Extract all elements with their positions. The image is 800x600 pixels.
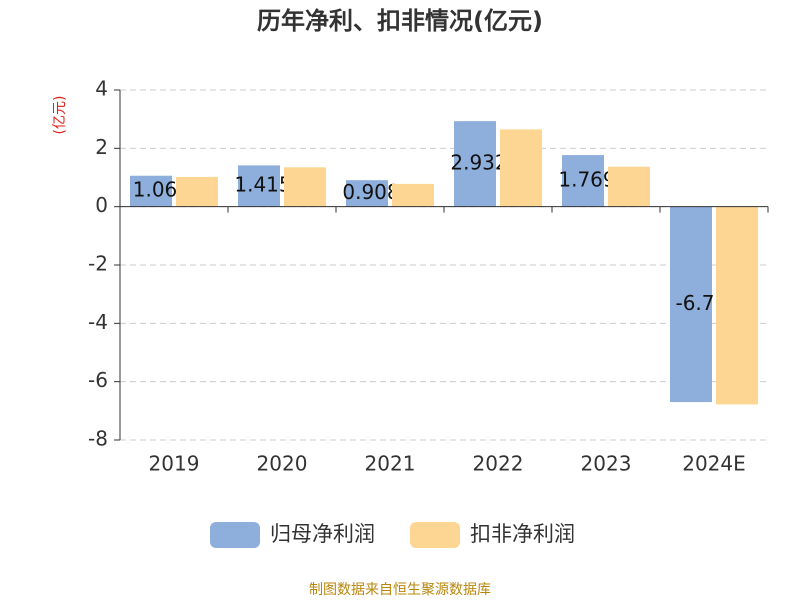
bar — [392, 183, 434, 207]
value-label: 1.769 — [558, 167, 615, 191]
value-label: -6.7 — [675, 291, 714, 315]
x-tick-label: 2020 — [257, 452, 308, 476]
y-tick-label: 2 — [95, 135, 108, 159]
legend-swatch — [210, 522, 260, 548]
legend-label: 扣非净利润 — [470, 522, 575, 546]
legend-label: 归母净利润 — [270, 522, 375, 546]
bar — [608, 166, 650, 207]
bar — [454, 121, 496, 207]
bar — [562, 155, 604, 207]
bar — [176, 176, 218, 207]
bar — [238, 165, 280, 207]
bar — [346, 180, 388, 207]
x-tick-label: 2019 — [149, 452, 200, 476]
y-tick-label: -2 — [88, 252, 108, 276]
bar — [716, 206, 758, 405]
value-label: 2.932 — [450, 150, 507, 174]
bar — [284, 167, 326, 207]
value-label: 1.06 — [133, 178, 178, 202]
x-tick-label: 2024E — [682, 452, 746, 476]
chart-title: 历年净利、扣非情况(亿元) — [257, 7, 543, 35]
x-tick-label: 2021 — [365, 452, 416, 476]
y-tick-label: -8 — [88, 427, 108, 451]
bar — [670, 206, 712, 403]
bar — [130, 175, 172, 207]
source-note: 制图数据来自恒生聚源数据库 — [309, 582, 491, 598]
y-axis-label: (亿元) — [52, 96, 68, 135]
x-tick-label: 2023 — [581, 452, 632, 476]
value-label: 0.908 — [342, 180, 399, 204]
y-tick-label: 4 — [95, 77, 108, 101]
x-tick-label: 2022 — [473, 452, 524, 476]
legend-swatch — [410, 522, 460, 548]
y-tick-label: 0 — [95, 193, 108, 217]
y-tick-label: -6 — [88, 368, 108, 392]
y-tick-label: -4 — [88, 310, 108, 334]
bar — [500, 129, 542, 207]
value-label: 1.415 — [234, 173, 291, 197]
